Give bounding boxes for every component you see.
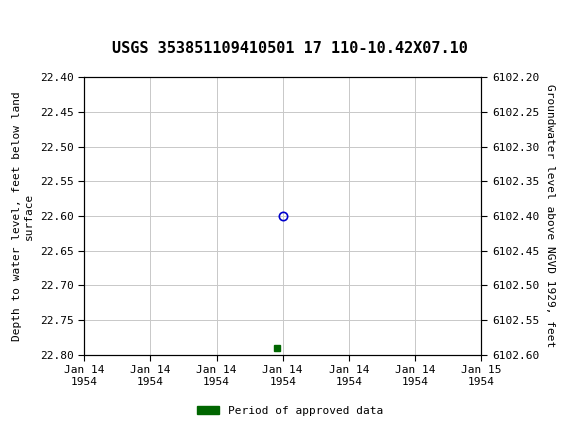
Legend: Period of approved data: Period of approved data [193, 401, 387, 420]
Y-axis label: Groundwater level above NGVD 1929, feet: Groundwater level above NGVD 1929, feet [545, 84, 554, 348]
Text: USGS 353851109410501 17 110-10.42X07.10: USGS 353851109410501 17 110-10.42X07.10 [112, 41, 468, 56]
Y-axis label: Depth to water level, feet below land
surface: Depth to water level, feet below land su… [12, 91, 34, 341]
Text: ≈USGS: ≈USGS [9, 10, 85, 29]
